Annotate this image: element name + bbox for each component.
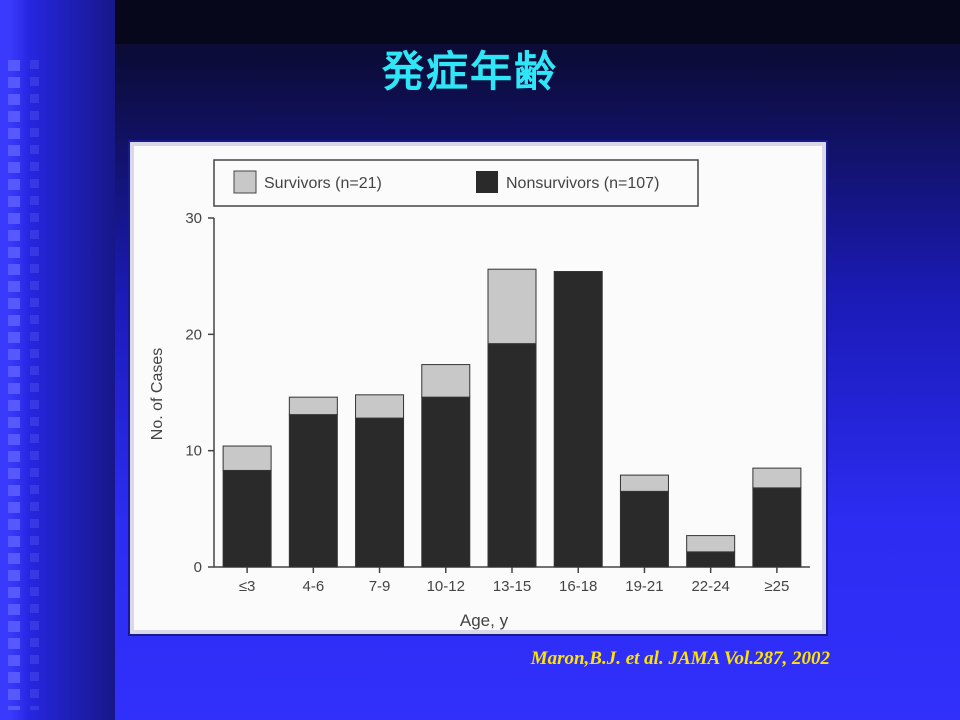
figure-canvas: Survivors (n=21) Nonsurvivors (n=107) 0 1…	[134, 146, 822, 630]
x-tick-label: 4-6	[302, 578, 324, 595]
bar-survivors	[222, 445, 272, 471]
legend-swatch-survivors	[233, 170, 257, 194]
x-tick-label: 10-12	[427, 578, 465, 595]
bar-survivors	[421, 364, 471, 398]
bar-nonsurvivors	[355, 417, 405, 568]
top-band	[115, 0, 960, 44]
x-tick-group: ≤3 4-6 7-9 10-12 13-15 16-18 19-21 22-24 ≥25	[239, 567, 789, 595]
y-tick-label: 30	[185, 210, 202, 227]
x-axis-label: Age, y	[460, 611, 509, 630]
x-tick-label: 13-15	[493, 578, 531, 595]
decorative-squares-secondary	[30, 60, 39, 710]
stacked-bar-chart: Survivors (n=21) Nonsurvivors (n=107) 0 1…	[149, 159, 810, 630]
bar-survivors	[752, 467, 802, 489]
x-tick-label: 19-21	[625, 578, 663, 595]
x-tick-label: 7-9	[369, 578, 391, 595]
citation: Maron,B.J. et al. JAMA Vol.287, 2002	[530, 648, 830, 669]
legend-box	[213, 159, 699, 207]
bar-survivors	[288, 396, 338, 416]
legend-label-survivors: Survivors (n=21)	[264, 175, 382, 192]
bars-group	[222, 268, 802, 568]
x-tick-label: ≤3	[239, 578, 256, 595]
bar-nonsurvivors	[619, 490, 669, 568]
x-tick-label: ≥25	[764, 578, 789, 595]
figure-frame: Survivors (n=21) Nonsurvivors (n=107) 0 1…	[128, 140, 828, 636]
bar-nonsurvivors	[686, 551, 736, 568]
y-axis-label: No. of Cases	[149, 348, 166, 440]
y-tick-label: 0	[194, 559, 202, 576]
x-tick-label: 16-18	[559, 578, 597, 595]
bar-nonsurvivors	[487, 343, 537, 568]
left-decorative-bar	[0, 0, 115, 720]
bar-nonsurvivors	[222, 469, 272, 568]
bar-nonsurvivors	[553, 271, 603, 568]
bar-survivors	[619, 474, 669, 492]
bar-survivors	[686, 535, 736, 553]
bar-survivors	[355, 394, 405, 419]
decorative-squares	[8, 60, 20, 710]
y-tick-group: 0 10 20 30	[185, 210, 214, 576]
y-tick-label: 10	[185, 443, 202, 460]
x-tick-label: 22-24	[691, 578, 729, 595]
slide-title: 発症年齢	[381, 47, 558, 96]
bar-survivors	[487, 268, 537, 345]
y-tick-label: 20	[185, 326, 202, 343]
legend-label-nonsurvivors: Nonsurvivors (n=107)	[506, 175, 659, 192]
bar-nonsurvivors	[288, 414, 338, 568]
legend-swatch-nonsurvivors	[476, 171, 498, 193]
bar-nonsurvivors	[421, 396, 471, 568]
bar-nonsurvivors	[752, 487, 802, 568]
